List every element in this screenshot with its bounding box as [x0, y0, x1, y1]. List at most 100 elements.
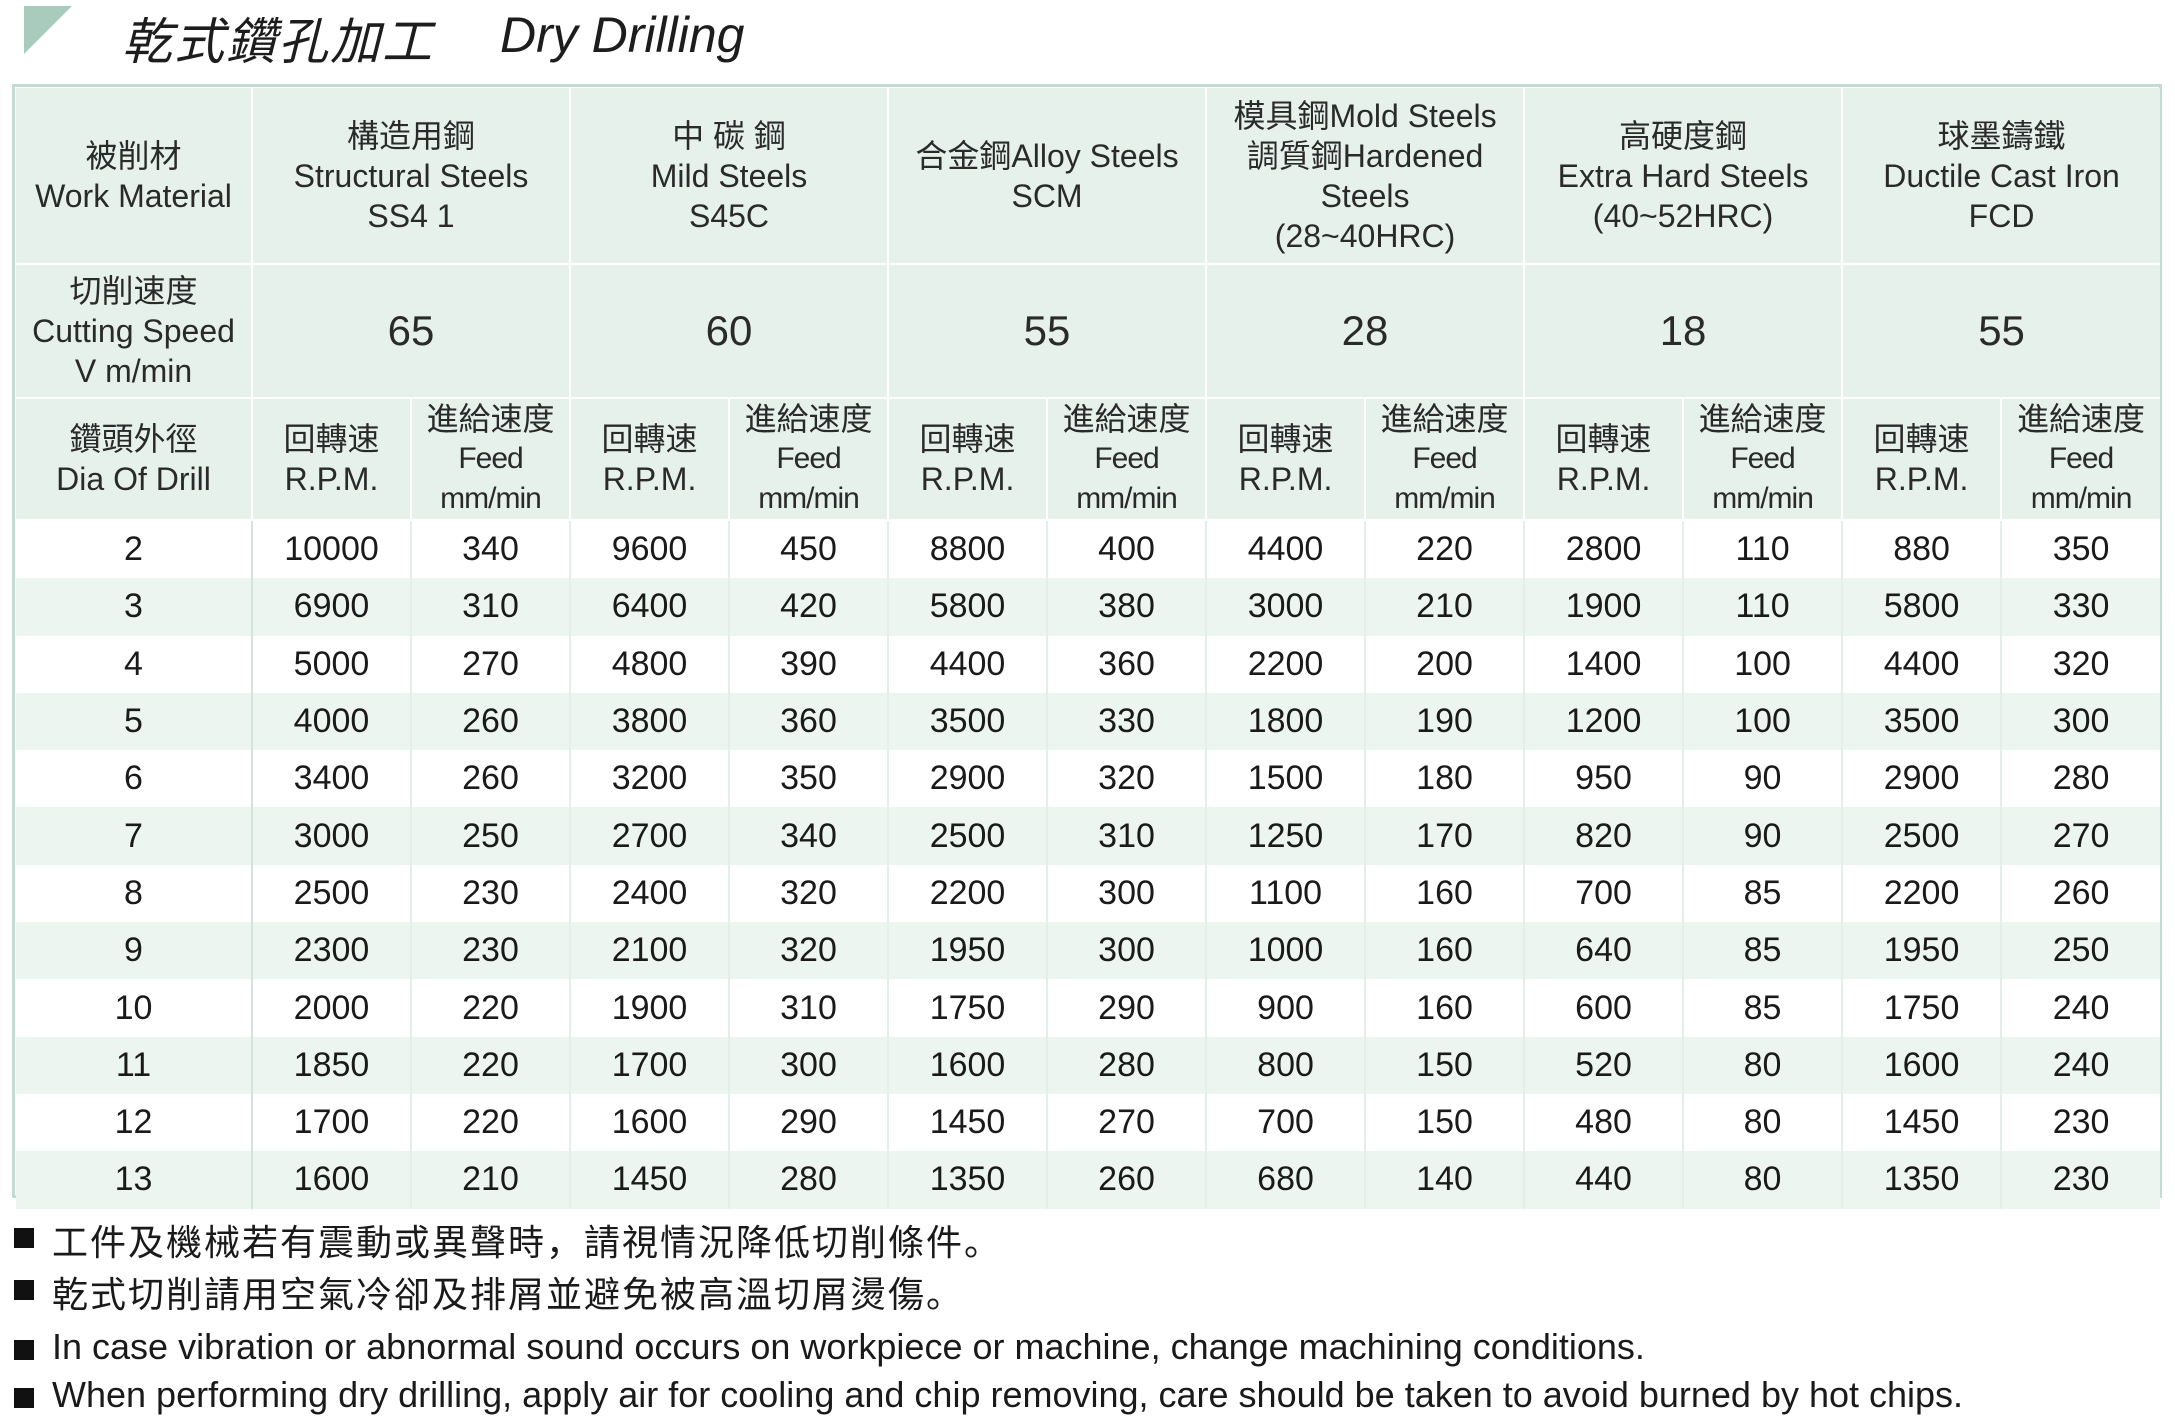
- drill-diameter-cell: 13: [16, 1151, 253, 1209]
- page-title-english: Dry Drilling: [500, 7, 745, 63]
- material-mild-steels: 中 碳 鋼 Mild Steels S45C: [570, 88, 890, 265]
- feed-cell: 240: [2001, 1036, 2161, 1094]
- note-item: In case vibration or abnormal sound occu…: [12, 1324, 2162, 1370]
- drill-diameter-cell: 4: [16, 635, 253, 693]
- rpm-cell: 3000: [1206, 578, 1367, 636]
- rpm-cell: 4400: [1206, 520, 1367, 579]
- drill-diameter-cell: 12: [16, 1093, 253, 1152]
- feed-cell: 110: [1683, 520, 1844, 579]
- rpm-header: 回轉速 R.P.M.: [252, 398, 412, 521]
- drill-diameter-cell: 2: [16, 520, 253, 579]
- rpm-cell: 2300: [252, 922, 412, 980]
- feed-cell: 300: [729, 1036, 890, 1094]
- feed-cell: 250: [2001, 922, 2161, 980]
- feed-cell: 260: [2001, 864, 2161, 923]
- rpm-cell: 950: [1524, 750, 1685, 808]
- rpm-cell: 1350: [888, 1151, 1049, 1209]
- rpm-cell: 2900: [1842, 750, 2003, 808]
- rpm-cell: 680: [1206, 1151, 1367, 1209]
- drill-diameter-cell: 10: [16, 979, 253, 1037]
- feed-cell: 250: [411, 807, 572, 865]
- rpm-cell: 1000: [1206, 922, 1367, 980]
- rpm-cell: 4800: [570, 635, 731, 693]
- rpm-cell: 3400: [252, 750, 412, 808]
- rpm-cell: 3200: [570, 750, 731, 808]
- note-text: In case vibration or abnormal sound occu…: [52, 1326, 1645, 1367]
- bullet-square-icon: [14, 1388, 34, 1408]
- rpm-cell: 1900: [570, 979, 731, 1037]
- feed-cell: 300: [1047, 922, 1208, 980]
- feed-cell: 360: [1047, 635, 1208, 693]
- feed-cell: 310: [411, 578, 572, 636]
- table-row: 6 3400 260 3200 350 2900 320 1500 180 950 90 2900 28…: [16, 750, 2161, 808]
- rpm-cell: 1600: [252, 1151, 412, 1209]
- feed-cell: 270: [2001, 807, 2161, 865]
- rpm-cell: 1600: [570, 1093, 731, 1152]
- rpm-cell: 4400: [1842, 635, 2003, 693]
- table-row: 8 2500 230 2400 320 2200 300 1100 160 700 85 2200 26…: [16, 864, 2161, 923]
- note-text: When performing dry drilling, apply air …: [52, 1374, 1964, 1415]
- rpm-cell: 2200: [888, 864, 1049, 923]
- feed-cell: 230: [2001, 1093, 2161, 1152]
- feed-cell: 85: [1683, 979, 1844, 1037]
- table-body: 2 10000 340 9600 450 8800 400 4400 220 2800 110 880…: [16, 520, 2161, 1209]
- table-row: 2 10000 340 9600 450 8800 400 4400 220 2800 110 880…: [16, 520, 2161, 579]
- rpm-cell: 1600: [1842, 1036, 2003, 1094]
- feed-cell: 160: [1365, 864, 1526, 923]
- rpm-cell: 3500: [888, 692, 1049, 751]
- feed-cell: 320: [2001, 635, 2161, 693]
- rpm-cell: 6900: [252, 578, 412, 636]
- rpm-cell: 880: [1842, 520, 2003, 579]
- rpm-cell: 4400: [888, 635, 1049, 693]
- feed-cell: 220: [1365, 520, 1526, 579]
- rpm-cell: 1350: [1842, 1151, 2003, 1209]
- feed-cell: 85: [1683, 864, 1844, 923]
- table-row: 9 2300 230 2100 320 1950 300 1000 160 640 85 1950 25…: [16, 922, 2161, 980]
- drill-diameter-cell: 8: [16, 864, 253, 923]
- feed-cell: 200: [1365, 635, 1526, 693]
- rpm-header: 回轉速 R.P.M.: [888, 398, 1049, 521]
- rpm-cell: 1450: [1842, 1093, 2003, 1152]
- feed-cell: 220: [411, 1093, 572, 1152]
- feed-cell: 80: [1683, 1151, 1844, 1209]
- note-item: 工件及機械若有震動或異聲時，請視情況降低切削條件。: [12, 1212, 2162, 1264]
- rpm-cell: 1900: [1524, 578, 1685, 636]
- feed-cell: 170: [1365, 807, 1526, 865]
- feed-cell: 260: [411, 750, 572, 808]
- rpm-cell: 1100: [1206, 864, 1367, 923]
- rpm-cell: 5000: [252, 635, 412, 693]
- rpm-cell: 2700: [570, 807, 731, 865]
- cutting-speed-header: 切削速度 Cutting Speed V m/min: [16, 264, 253, 399]
- rpm-cell: 700: [1524, 864, 1685, 923]
- rpm-cell: 3800: [570, 692, 731, 751]
- rpm-cell: 2800: [1524, 520, 1685, 579]
- feed-cell: 380: [1047, 578, 1208, 636]
- feed-cell: 230: [411, 922, 572, 980]
- material-header-row: 被削材 Work Material 構造用鋼 Structural Steels…: [16, 88, 2161, 265]
- feed-cell: 85: [1683, 922, 1844, 980]
- rpm-cell: 2400: [570, 864, 731, 923]
- feed-cell: 310: [729, 979, 890, 1037]
- drill-diameter-cell: 3: [16, 578, 253, 636]
- rpm-cell: 640: [1524, 922, 1685, 980]
- feed-cell: 190: [1365, 692, 1526, 751]
- drill-diameter-cell: 7: [16, 807, 253, 865]
- feed-header: 進給速度 Feed mm/min: [1683, 398, 1844, 521]
- drill-diameter-cell: 11: [16, 1036, 253, 1094]
- rpm-cell: 1200: [1524, 692, 1685, 751]
- rpm-cell: 1950: [888, 922, 1049, 980]
- feed-cell: 280: [1047, 1036, 1208, 1094]
- feed-header: 進給速度 Feed mm/min: [411, 398, 572, 521]
- feed-cell: 230: [2001, 1151, 2161, 1209]
- feed-header: 進給速度 Feed mm/min: [2001, 398, 2161, 521]
- rpm-cell: 1700: [252, 1093, 412, 1152]
- note-text: 工件及機械若有震動或異聲時，請視情況降低切削條件。: [52, 1223, 1003, 1264]
- feed-cell: 320: [729, 864, 890, 923]
- feed-cell: 140: [1365, 1151, 1526, 1209]
- feed-cell: 180: [1365, 750, 1526, 808]
- feed-cell: 220: [411, 1036, 572, 1094]
- page-title-chinese: 乾式鑽孔加工: [122, 13, 434, 71]
- feed-cell: 400: [1047, 520, 1208, 579]
- feed-cell: 100: [1683, 635, 1844, 693]
- drill-diameter-cell: 6: [16, 750, 253, 808]
